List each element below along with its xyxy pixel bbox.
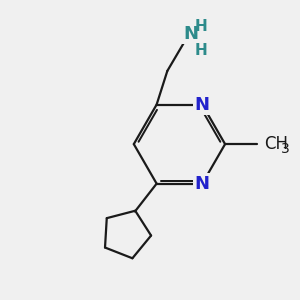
Text: H: H <box>195 43 208 58</box>
Text: CH: CH <box>264 135 288 153</box>
Text: N: N <box>183 25 198 43</box>
Text: 3: 3 <box>280 142 289 155</box>
Text: H: H <box>195 19 208 34</box>
Text: N: N <box>195 175 210 193</box>
Text: N: N <box>195 96 210 114</box>
